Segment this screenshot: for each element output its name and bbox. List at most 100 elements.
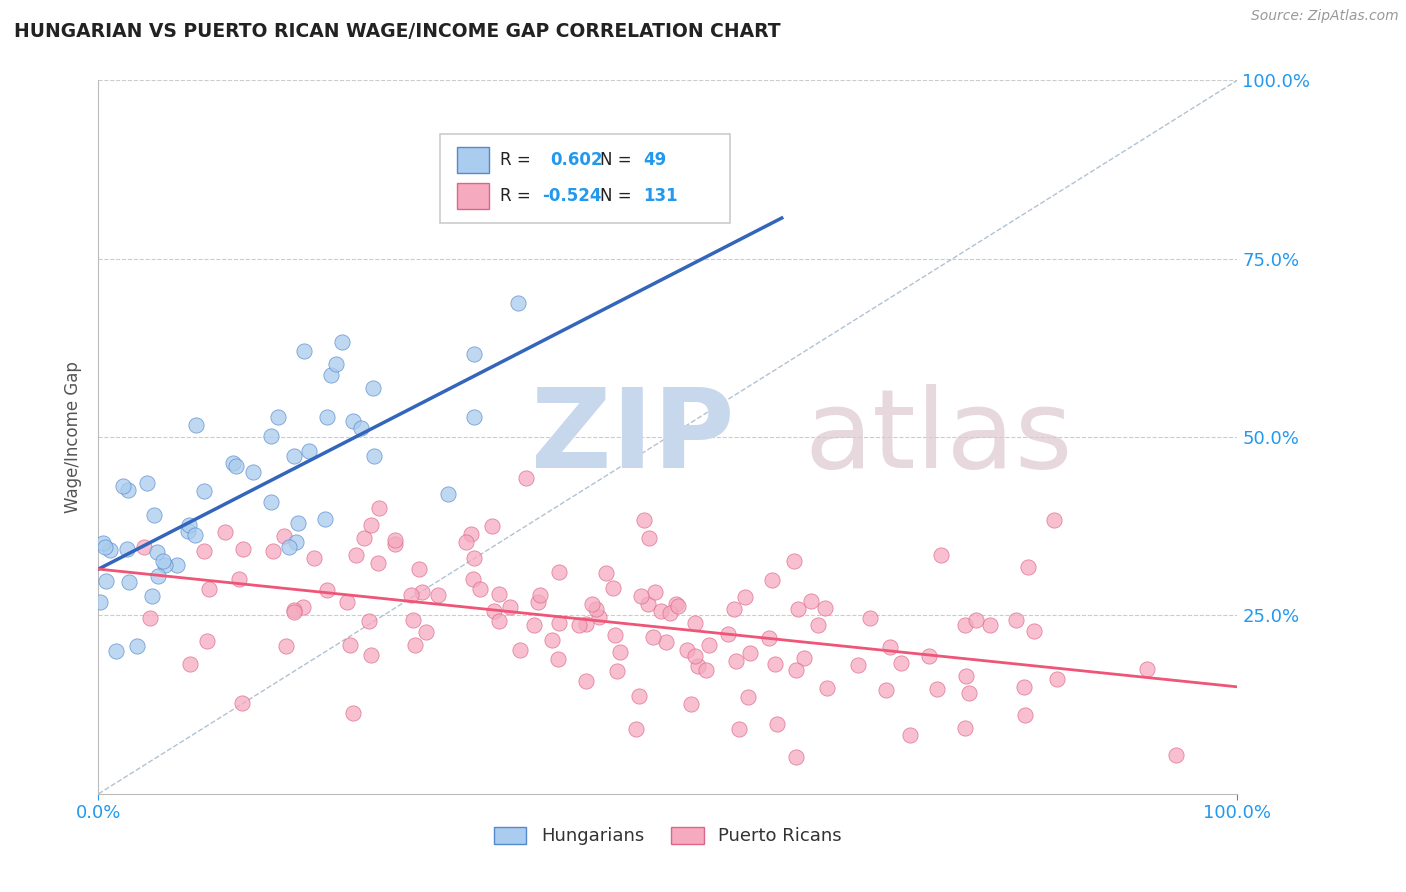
Point	[177, 517, 200, 532]
Point	[179, 657, 201, 671]
Point	[890, 656, 912, 670]
Y-axis label: Wage/Income Gap: Wage/Income Gap	[65, 361, 83, 513]
Point	[1136, 662, 1159, 676]
Point	[117, 483, 139, 498]
Point	[641, 630, 664, 644]
Point	[683, 649, 706, 664]
Point	[363, 449, 385, 463]
Point	[89, 595, 111, 609]
Point	[1004, 613, 1026, 627]
Point	[273, 529, 295, 543]
Point	[630, 589, 652, 603]
Point	[316, 582, 339, 597]
Point	[283, 449, 305, 463]
Point	[153, 558, 176, 572]
Point	[650, 604, 672, 618]
Point	[879, 640, 901, 654]
Point	[955, 669, 977, 683]
Text: N =: N =	[599, 152, 637, 169]
Point	[523, 618, 546, 632]
Point	[488, 614, 510, 628]
Point	[461, 572, 484, 586]
Point	[637, 597, 659, 611]
Point	[955, 617, 977, 632]
Text: Source: ZipAtlas.com: Source: ZipAtlas.com	[1251, 9, 1399, 23]
Text: atlas: atlas	[804, 384, 1073, 491]
Point	[979, 617, 1001, 632]
Point	[460, 526, 482, 541]
Point	[98, 543, 121, 558]
Point	[176, 524, 198, 538]
Point	[482, 604, 505, 618]
Point	[360, 648, 382, 662]
Point	[1043, 513, 1066, 527]
Point	[740, 646, 762, 660]
Point	[766, 716, 789, 731]
Point	[588, 609, 610, 624]
Point	[859, 610, 882, 624]
Point	[353, 531, 375, 545]
Point	[283, 606, 305, 620]
Point	[314, 512, 336, 526]
Text: R =: R =	[501, 187, 537, 205]
Point	[225, 459, 247, 474]
Point	[547, 616, 569, 631]
Point	[655, 634, 678, 648]
Point	[342, 706, 364, 720]
Point	[548, 566, 571, 580]
Point	[195, 634, 218, 648]
Point	[785, 750, 807, 764]
Point	[325, 357, 347, 371]
Text: 49: 49	[643, 152, 666, 169]
Point	[488, 587, 510, 601]
Point	[267, 410, 290, 425]
Point	[965, 613, 987, 627]
Point	[468, 582, 491, 596]
Point	[193, 544, 215, 558]
Point	[529, 588, 551, 602]
Point	[277, 540, 299, 554]
Point	[94, 540, 117, 554]
Point	[813, 601, 835, 615]
Point	[506, 296, 529, 310]
Point	[125, 639, 148, 653]
Point	[927, 682, 949, 697]
Point	[527, 594, 550, 608]
Point	[291, 599, 314, 614]
Point	[436, 487, 458, 501]
Point	[633, 513, 655, 527]
Point	[146, 545, 169, 559]
Point	[231, 697, 253, 711]
Point	[276, 640, 298, 654]
Point	[918, 649, 941, 664]
Point	[575, 617, 598, 632]
Point	[184, 528, 207, 542]
Point	[728, 722, 751, 736]
Point	[541, 632, 564, 647]
Point	[1014, 707, 1036, 722]
Point	[602, 581, 624, 595]
Point	[402, 614, 425, 628]
Point	[1022, 624, 1045, 638]
Point	[800, 594, 823, 608]
Point	[384, 536, 406, 550]
Point	[118, 575, 141, 590]
Point	[627, 689, 650, 703]
Bar	[457, 147, 489, 173]
Point	[292, 344, 315, 359]
Point	[166, 558, 188, 572]
Point	[763, 657, 786, 672]
Text: N =: N =	[599, 187, 637, 205]
Point	[609, 644, 631, 658]
Point	[316, 410, 339, 425]
Point	[342, 413, 364, 427]
Point	[184, 417, 207, 432]
Point	[509, 643, 531, 657]
Point	[232, 542, 254, 557]
Text: -0.524: -0.524	[543, 187, 602, 205]
Point	[585, 602, 607, 616]
Point	[302, 551, 325, 566]
Point	[411, 584, 433, 599]
Legend: Hungarians, Puerto Ricans: Hungarians, Puerto Ricans	[486, 820, 849, 853]
Point	[214, 525, 236, 540]
